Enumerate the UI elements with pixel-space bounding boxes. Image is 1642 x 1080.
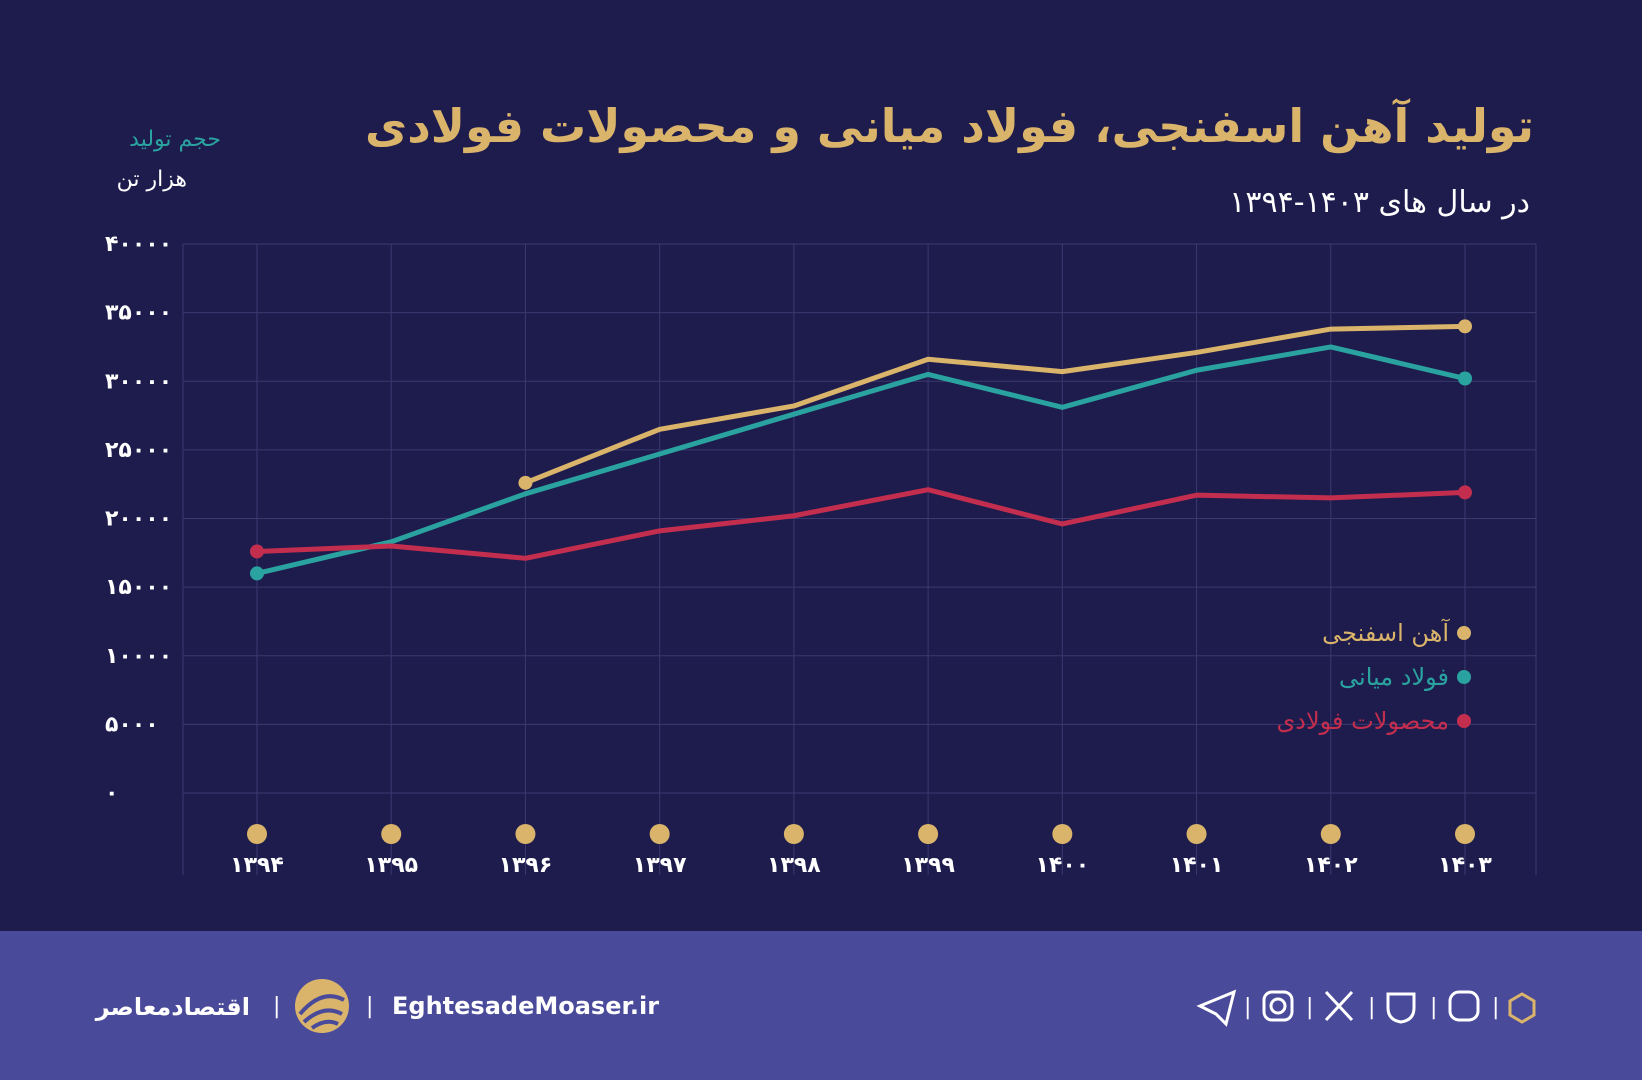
- end-marker: [250, 566, 264, 581]
- telegram-icon[interactable]: [1196, 989, 1237, 1027]
- separator: |: [366, 994, 373, 1019]
- svg-text:|: |: [1492, 995, 1499, 1020]
- end-marker: [1458, 319, 1472, 334]
- icon[interactable]: [1386, 992, 1416, 1024]
- x-tick-label: ۱۳۹۴: [230, 853, 284, 878]
- y-tick-label: ۲۵۰۰۰: [105, 438, 172, 463]
- footer-site: EghtesadeMoaser.ir: [392, 992, 659, 1020]
- y-tick-label: ۰: [105, 781, 118, 806]
- icon[interactable]: [1448, 990, 1480, 1022]
- y-tick-label: ۳۵۰۰۰: [105, 301, 172, 326]
- svg-text:|: |: [1430, 995, 1437, 1020]
- y-tick-label: ۱۰۰۰۰: [105, 644, 172, 669]
- chart-title: تولید آهن اسفنجی، فولاد میانی و محصولات …: [365, 98, 1534, 153]
- x-tick-dot: [1320, 824, 1341, 844]
- legend-dot: [1457, 626, 1471, 640]
- x-tick-label: ۱۴۰۰: [1035, 853, 1089, 878]
- x-icon[interactable]: [1324, 990, 1354, 1022]
- y-tick-label: ۳۰۰۰۰: [105, 369, 172, 394]
- y-tick-label: ۵۰۰۰: [105, 712, 159, 737]
- x-tick-dot: [247, 824, 267, 844]
- legend-label: آهن اسفنجی: [1322, 618, 1450, 647]
- x-tick-label: ۱۴۰۳: [1438, 853, 1492, 878]
- x-tick-label: ۱۳۹۵: [364, 853, 418, 878]
- series-line: [524, 323, 1466, 486]
- x-tick-label: ۱۳۹۸: [767, 853, 821, 878]
- svg-text:|: |: [1306, 995, 1313, 1020]
- x-tick-dot: [381, 824, 402, 844]
- series-line: [256, 487, 1466, 561]
- x-tick-dot: [649, 824, 670, 844]
- x-tick-dot: [1186, 824, 1207, 844]
- legend-dot: [1457, 714, 1471, 728]
- x-tick-label: ۱۳۹۷: [633, 853, 687, 878]
- end-marker: [1458, 485, 1472, 500]
- y-tick-label: ۴۰۰۰۰: [105, 232, 172, 257]
- y-axis-label: حجم تولید: [129, 127, 221, 152]
- legend-label: محصولات فولادی: [1277, 707, 1450, 735]
- y-tick-label: ۱۵۰۰۰: [105, 575, 172, 600]
- legend-dot: [1457, 670, 1471, 684]
- x-tick-dot: [918, 824, 939, 844]
- end-marker: [1458, 371, 1472, 386]
- x-tick-label: ۱۳۹۹: [901, 853, 955, 878]
- x-tick-dot: [1052, 824, 1073, 844]
- y-tick-label: ۲۰۰۰۰: [105, 507, 172, 532]
- logo-mark: [298, 994, 345, 1030]
- x-tick-label: ۱۴۰۲: [1304, 853, 1358, 878]
- x-tick-label: ۱۴۰۱: [1170, 853, 1224, 878]
- separator: |: [273, 994, 280, 1019]
- x-tick-label: ۱۳۹۶: [499, 853, 553, 878]
- x-tick-dot: [515, 824, 536, 844]
- footer-brand: اقتصادمعاصر: [95, 993, 250, 1021]
- chart-subtitle: در سال های ۱۴۰۳-۱۳۹۴: [1229, 185, 1530, 220]
- instagram-icon[interactable]: [1262, 990, 1294, 1022]
- icon-separators: | | | | |: [1244, 995, 1499, 1020]
- icon[interactable]: [1508, 992, 1536, 1024]
- x-tick-dot: [783, 824, 804, 844]
- social-icons: [1196, 989, 1536, 1027]
- legend-label: فولاد میانی: [1339, 663, 1449, 691]
- x-tick-dot: [1455, 824, 1475, 844]
- instagram-lens: [1269, 997, 1287, 1015]
- svg-text:|: |: [1244, 995, 1251, 1020]
- background: [0, 0, 1642, 931]
- svg-text:|: |: [1368, 995, 1375, 1020]
- series-line: [256, 344, 1466, 576]
- plot: ۰ ۵۰۰۰ ۱۰۰۰۰ ۱۵۰۰۰ ۲۰۰۰۰ ۲۵۰۰۰ ۳۰۰۰۰ ۳۵۰۰۰ ۴۰۰۰۰…: [105, 232, 1537, 878]
- end-marker: [518, 475, 533, 490]
- y-axis-unit: هزار تن: [117, 167, 187, 192]
- end-marker: [250, 544, 264, 559]
- footer-band: [0, 931, 1642, 1080]
